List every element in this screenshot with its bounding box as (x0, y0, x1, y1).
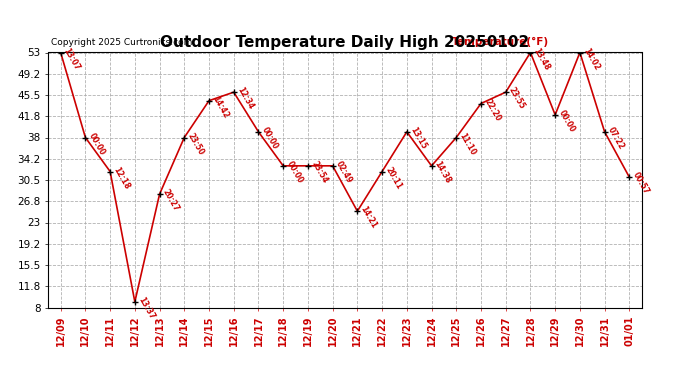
Point (154, 191, 165, 197)
Text: 14:38: 14:38 (433, 160, 453, 185)
Text: 12:18: 12:18 (111, 165, 131, 191)
Text: 00:57: 00:57 (631, 171, 651, 196)
Text: 13:15: 13:15 (408, 126, 428, 151)
Text: 20:27: 20:27 (161, 188, 181, 213)
Point (500, 89, 511, 95)
Point (377, 168, 388, 174)
Point (277, 163, 288, 169)
Text: Temperature(°F): Temperature(°F) (452, 38, 549, 47)
Text: 00:00: 00:00 (284, 160, 304, 185)
Text: 23:50: 23:50 (186, 131, 206, 157)
Text: 00:00: 00:00 (556, 109, 576, 134)
Text: 12:34: 12:34 (235, 86, 255, 111)
Point (228, 89, 239, 95)
Point (179, 135, 190, 141)
Point (525, 50, 536, 55)
Point (105, 168, 116, 174)
Text: 13:48: 13:48 (532, 46, 551, 72)
Point (352, 208, 363, 214)
Text: 20:11: 20:11 (384, 165, 403, 191)
Point (253, 129, 264, 135)
Point (302, 163, 313, 169)
Point (451, 135, 462, 141)
Point (426, 163, 437, 169)
Point (327, 163, 338, 169)
Text: 14:21: 14:21 (359, 205, 378, 230)
Text: 02:49: 02:49 (334, 160, 354, 185)
Text: 13:07: 13:07 (62, 46, 82, 72)
Point (402, 129, 413, 135)
Text: 11:10: 11:10 (457, 131, 477, 157)
Point (204, 98, 215, 104)
Title: Outdoor Temperature Daily High 20250102: Outdoor Temperature Daily High 20250102 (160, 35, 530, 50)
Text: 23:54: 23:54 (309, 160, 329, 185)
Text: 14:02: 14:02 (581, 46, 601, 72)
Point (129, 299, 140, 305)
Text: 13:37: 13:37 (136, 296, 156, 321)
Point (475, 100, 486, 106)
Point (599, 129, 610, 135)
Point (550, 112, 561, 118)
Text: Copyright 2025 Curtronics.com: Copyright 2025 Curtronics.com (51, 38, 193, 47)
Text: 07:22: 07:22 (606, 126, 626, 151)
Text: 00:00: 00:00 (87, 131, 106, 157)
Text: 14:42: 14:42 (210, 94, 230, 120)
Text: 00:00: 00:00 (259, 126, 279, 151)
Point (624, 174, 635, 180)
Point (574, 50, 585, 55)
Point (80, 135, 91, 141)
Text: 23:55: 23:55 (507, 86, 526, 111)
Point (55, 50, 66, 55)
Text: 22:20: 22:20 (482, 97, 502, 123)
